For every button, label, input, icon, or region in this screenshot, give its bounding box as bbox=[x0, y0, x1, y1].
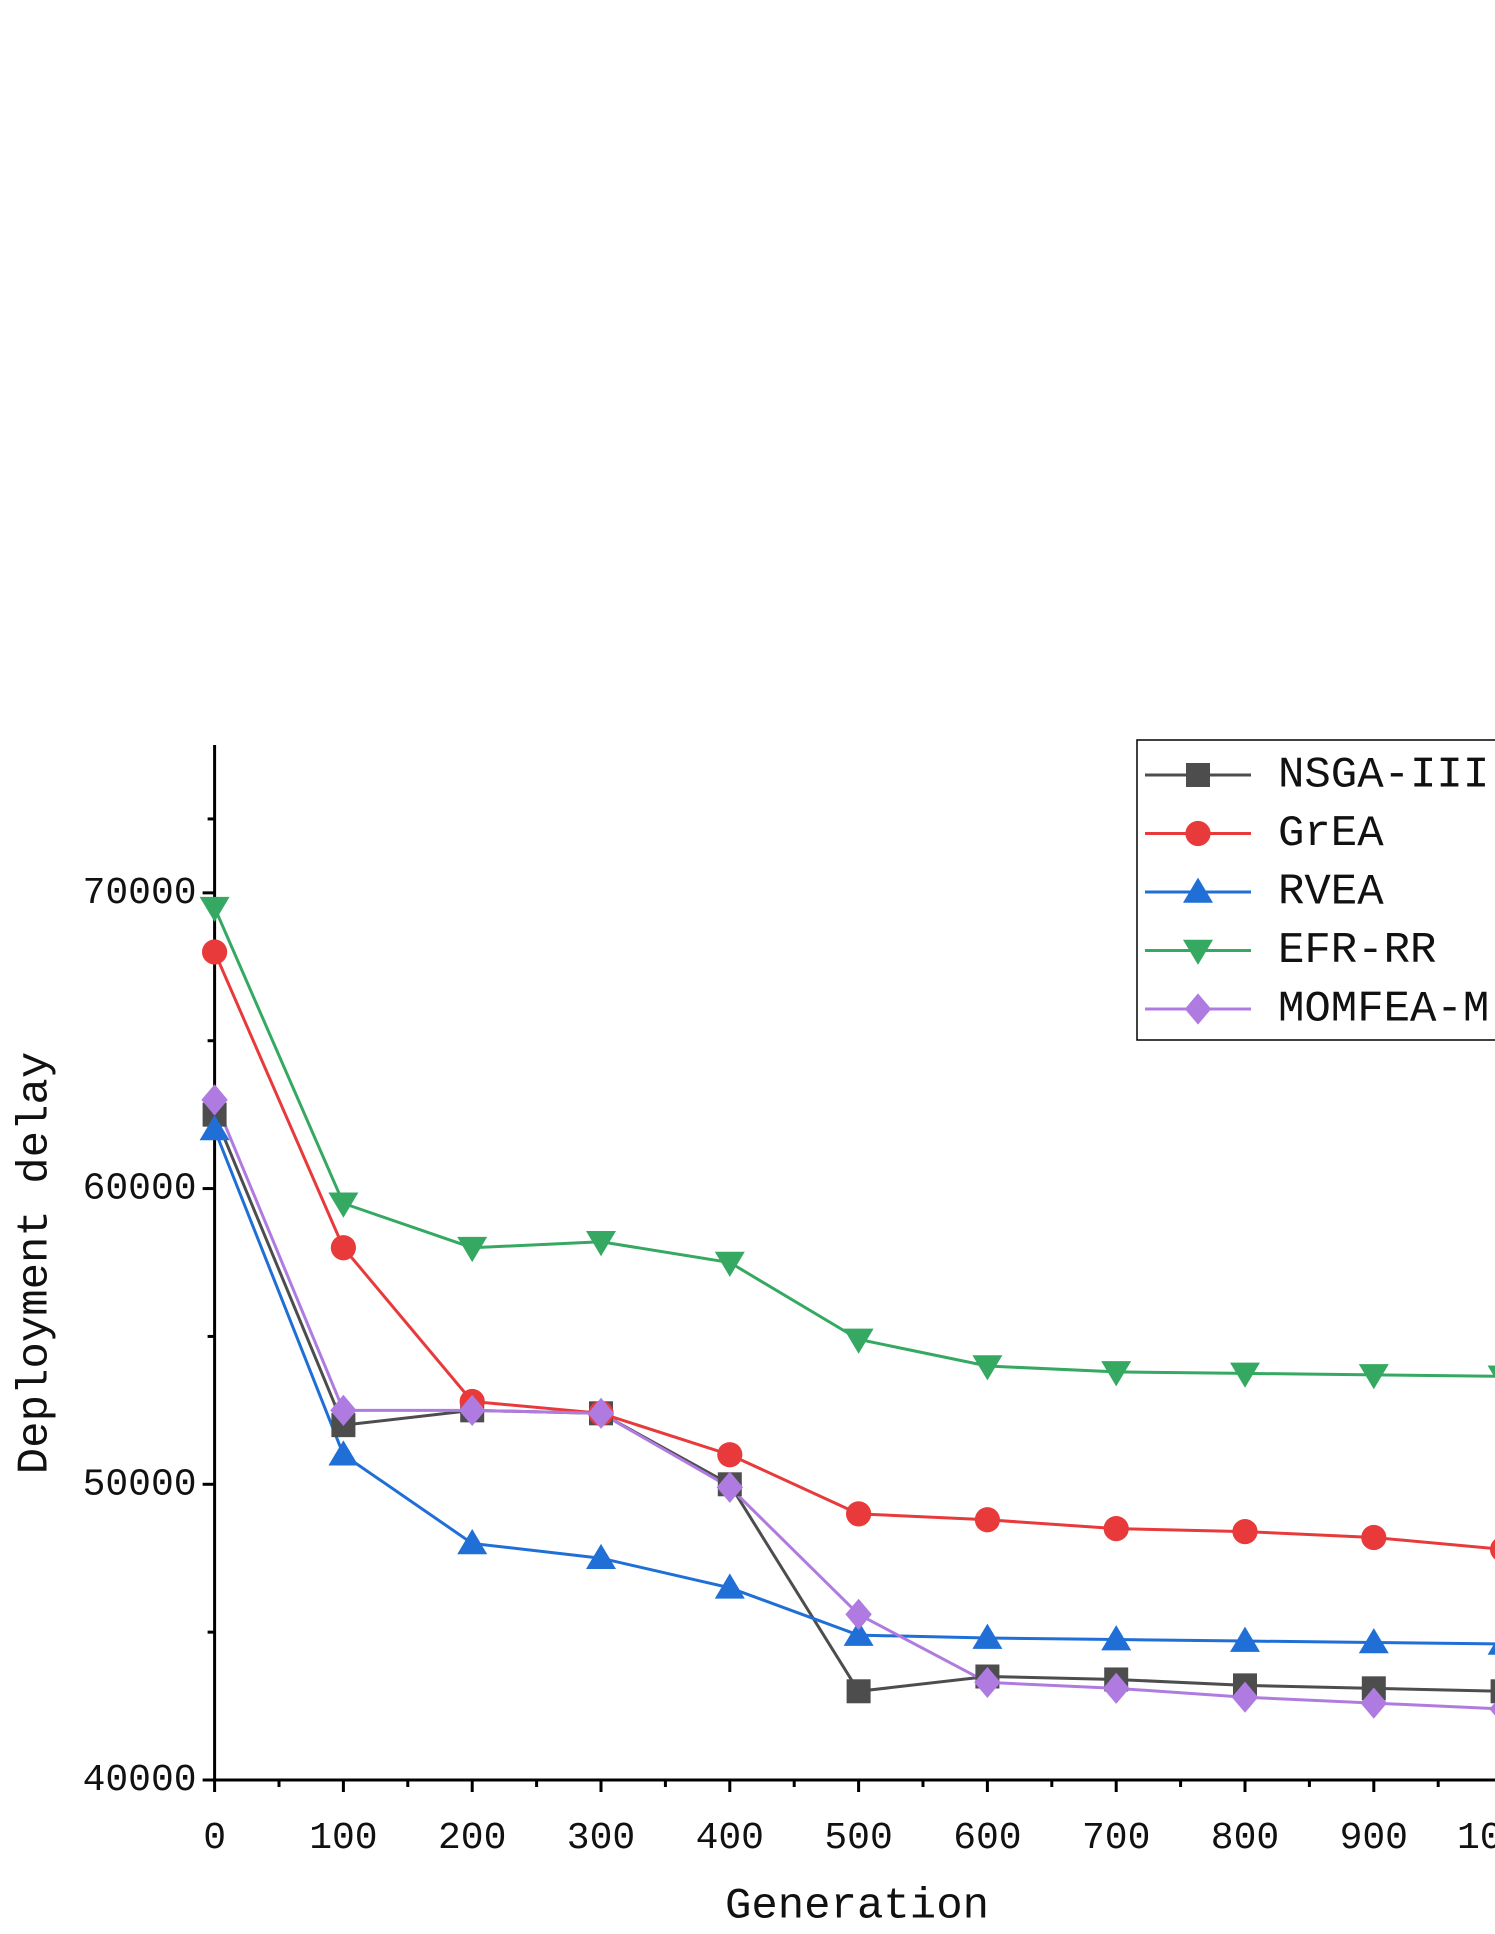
series-line bbox=[213, 951, 1495, 1551]
x-tick-label: 500 bbox=[824, 1817, 892, 1860]
marker bbox=[1183, 939, 1213, 965]
marker bbox=[1184, 993, 1212, 1025]
marker bbox=[717, 1442, 743, 1468]
marker bbox=[1183, 877, 1213, 903]
x-tick-label: 200 bbox=[438, 1817, 506, 1860]
x-tick-label: 1000 bbox=[1457, 1817, 1495, 1860]
marker bbox=[1361, 1524, 1387, 1551]
x-tick-label: 100 bbox=[309, 1817, 377, 1860]
x-tick-label: 600 bbox=[953, 1817, 1021, 1860]
x-tick-label: 700 bbox=[1082, 1817, 1150, 1860]
marker bbox=[714, 1251, 745, 1277]
marker bbox=[328, 1192, 359, 1218]
marker bbox=[1487, 1642, 1495, 1655]
marker bbox=[972, 1355, 1003, 1381]
marker bbox=[972, 1623, 1003, 1649]
marker bbox=[1103, 1516, 1129, 1542]
marker bbox=[1232, 1519, 1258, 1545]
marker bbox=[1231, 1681, 1259, 1713]
marker bbox=[459, 1394, 486, 1426]
marker bbox=[1230, 1626, 1260, 1652]
x-axis-label: Generation bbox=[725, 1882, 989, 1932]
marker bbox=[974, 1666, 1001, 1699]
marker bbox=[587, 1397, 615, 1429]
marker bbox=[716, 1471, 743, 1503]
marker bbox=[1489, 1702, 1495, 1716]
marker bbox=[202, 939, 228, 965]
marker bbox=[974, 1507, 1001, 1533]
marker bbox=[843, 1328, 874, 1354]
legend-label: GrEA bbox=[1278, 809, 1384, 859]
y-axis-label: Deployment delay bbox=[11, 1052, 61, 1474]
marker bbox=[1487, 1365, 1495, 1378]
marker bbox=[1101, 1361, 1132, 1387]
marker bbox=[1103, 1672, 1130, 1704]
marker bbox=[201, 1084, 228, 1116]
marker bbox=[1490, 1539, 1495, 1560]
marker bbox=[714, 1573, 745, 1599]
marker bbox=[330, 1235, 356, 1261]
marker bbox=[843, 1620, 874, 1646]
legend-label: NSGA-III bbox=[1278, 751, 1489, 801]
marker bbox=[457, 1236, 488, 1263]
marker bbox=[457, 1529, 488, 1555]
marker bbox=[1360, 1687, 1387, 1719]
marker bbox=[1230, 1362, 1260, 1388]
legend-label: EFR-RR bbox=[1278, 926, 1436, 976]
marker bbox=[846, 1501, 872, 1527]
marker bbox=[330, 1394, 357, 1426]
marker bbox=[1358, 1628, 1389, 1654]
marker bbox=[1490, 1679, 1495, 1704]
marker bbox=[199, 1115, 230, 1141]
legend-label: MOMFEA-M bbox=[1278, 985, 1489, 1035]
marker bbox=[1185, 820, 1211, 847]
series-line bbox=[213, 1128, 1495, 1646]
marker bbox=[586, 1231, 616, 1257]
y-tick-label: 40000 bbox=[83, 1759, 197, 1802]
x-tick-label: 900 bbox=[1340, 1817, 1408, 1860]
y-tick-label: 60000 bbox=[83, 1168, 197, 1211]
marker bbox=[845, 1598, 872, 1630]
legend-label: RVEA bbox=[1278, 868, 1384, 918]
marker bbox=[1358, 1364, 1389, 1390]
x-tick-label: 0 bbox=[203, 1817, 226, 1860]
marker bbox=[1186, 763, 1210, 787]
x-tick-label: 300 bbox=[567, 1817, 635, 1860]
marker bbox=[846, 1679, 871, 1704]
marker bbox=[586, 1543, 616, 1570]
x-tick-label: 800 bbox=[1211, 1817, 1279, 1860]
x-tick-label: 400 bbox=[696, 1817, 764, 1860]
y-tick-label: 70000 bbox=[83, 872, 197, 915]
marker bbox=[1101, 1625, 1132, 1651]
marker bbox=[328, 1440, 359, 1466]
y-tick-label: 50000 bbox=[83, 1463, 197, 1506]
marker bbox=[199, 896, 230, 923]
